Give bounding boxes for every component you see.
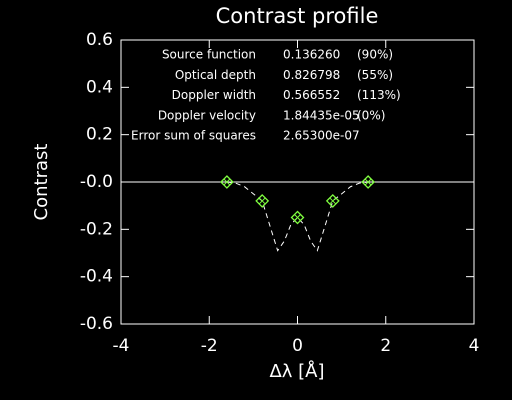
y-tick-label: 0.6	[86, 30, 113, 50]
y-tick-label: -0.4	[80, 267, 113, 287]
annotation-label: Source function	[162, 48, 256, 62]
data-point	[325, 194, 340, 208]
x-tick-label: -2	[201, 336, 218, 356]
y-tick-label: -0.0	[80, 172, 113, 192]
y-tick-label: 0.2	[86, 125, 113, 145]
y-axis-label: Contrast	[31, 144, 52, 221]
x-tick-label: 2	[380, 336, 391, 356]
annotation-label: Doppler width	[172, 88, 256, 102]
annotation-label: Optical depth	[175, 68, 256, 82]
annotation-percent: (113%)	[357, 88, 401, 102]
annotation-value: 0.826798	[283, 68, 340, 82]
data-point	[255, 194, 270, 208]
annotation-percent: (90%)	[357, 48, 393, 62]
annotation-value: 1.84435e-05	[283, 108, 360, 122]
annotation-value: 0.566552	[283, 88, 340, 102]
annotation-value: 0.136260	[283, 48, 340, 62]
x-axis-label: Δλ [Å]	[269, 360, 324, 382]
annotation-label: Error sum of squares	[131, 129, 256, 143]
annotation-label: Doppler velocity	[158, 108, 256, 122]
annotation-percent: (0%)	[357, 108, 385, 122]
fit-curve	[226, 181, 369, 252]
data-point	[290, 210, 305, 225]
annotation-value: 2.65300e-07	[283, 129, 360, 143]
data-point	[361, 175, 376, 189]
y-tick-label: -0.2	[80, 219, 113, 239]
y-tick-label: -0.6	[80, 314, 113, 334]
x-tick-label: 4	[469, 336, 480, 356]
y-tick-label: 0.4	[86, 77, 113, 97]
data-point	[219, 175, 234, 189]
chart-title: Contrast profile	[216, 4, 379, 28]
x-tick-label: -4	[113, 336, 130, 356]
x-tick-label: 0	[292, 336, 303, 356]
annotation-percent: (55%)	[357, 68, 393, 82]
